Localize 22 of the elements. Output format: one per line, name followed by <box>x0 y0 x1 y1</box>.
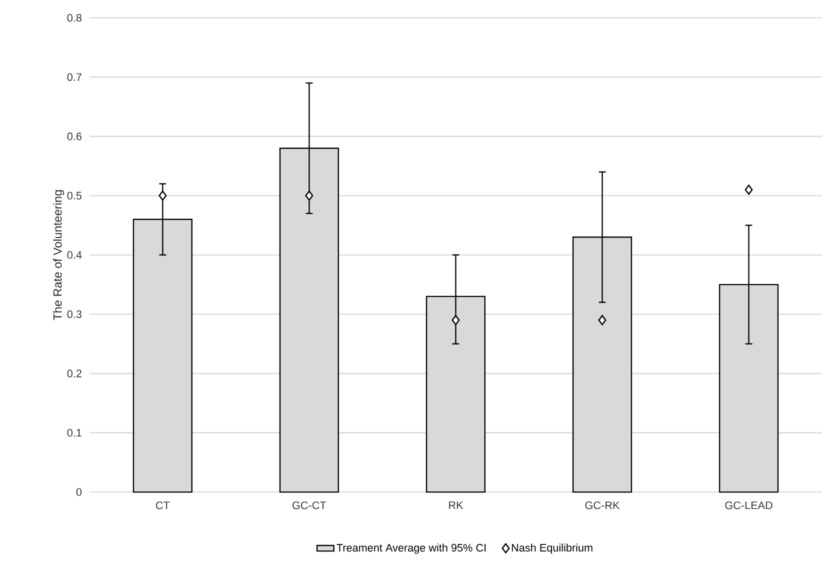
y-tick-label: 0.2 <box>67 370 82 378</box>
x-tick-label: CT <box>156 501 170 510</box>
y-tick-label: 0.3 <box>67 310 82 318</box>
y-tick-label: 0.7 <box>67 73 82 81</box>
point <box>744 184 753 195</box>
y-axis-title: The Rate of Volunteering <box>53 190 64 320</box>
y-tick-label: 0.4 <box>67 251 82 259</box>
y-tick-label: 0.8 <box>67 14 82 22</box>
y-tick-label: 0 <box>76 488 82 496</box>
y-tick-label: 0.1 <box>67 428 82 437</box>
legend-label: Nash Equilibrium <box>512 544 592 554</box>
x-tick-label: GC-LEAD <box>725 501 772 510</box>
x-tick-label: GC-RK <box>585 501 620 510</box>
x-tick-label: GC-CT <box>292 501 326 510</box>
point <box>158 190 167 201</box>
point <box>598 314 606 326</box>
legend-label: Treament Average with 95% CI <box>336 544 486 554</box>
x-tick-label: RK <box>449 501 464 509</box>
point <box>452 314 460 326</box>
point <box>305 190 314 201</box>
y-tick-label: 0.6 <box>67 132 82 140</box>
y-tick-label: 0.5 <box>67 192 82 200</box>
